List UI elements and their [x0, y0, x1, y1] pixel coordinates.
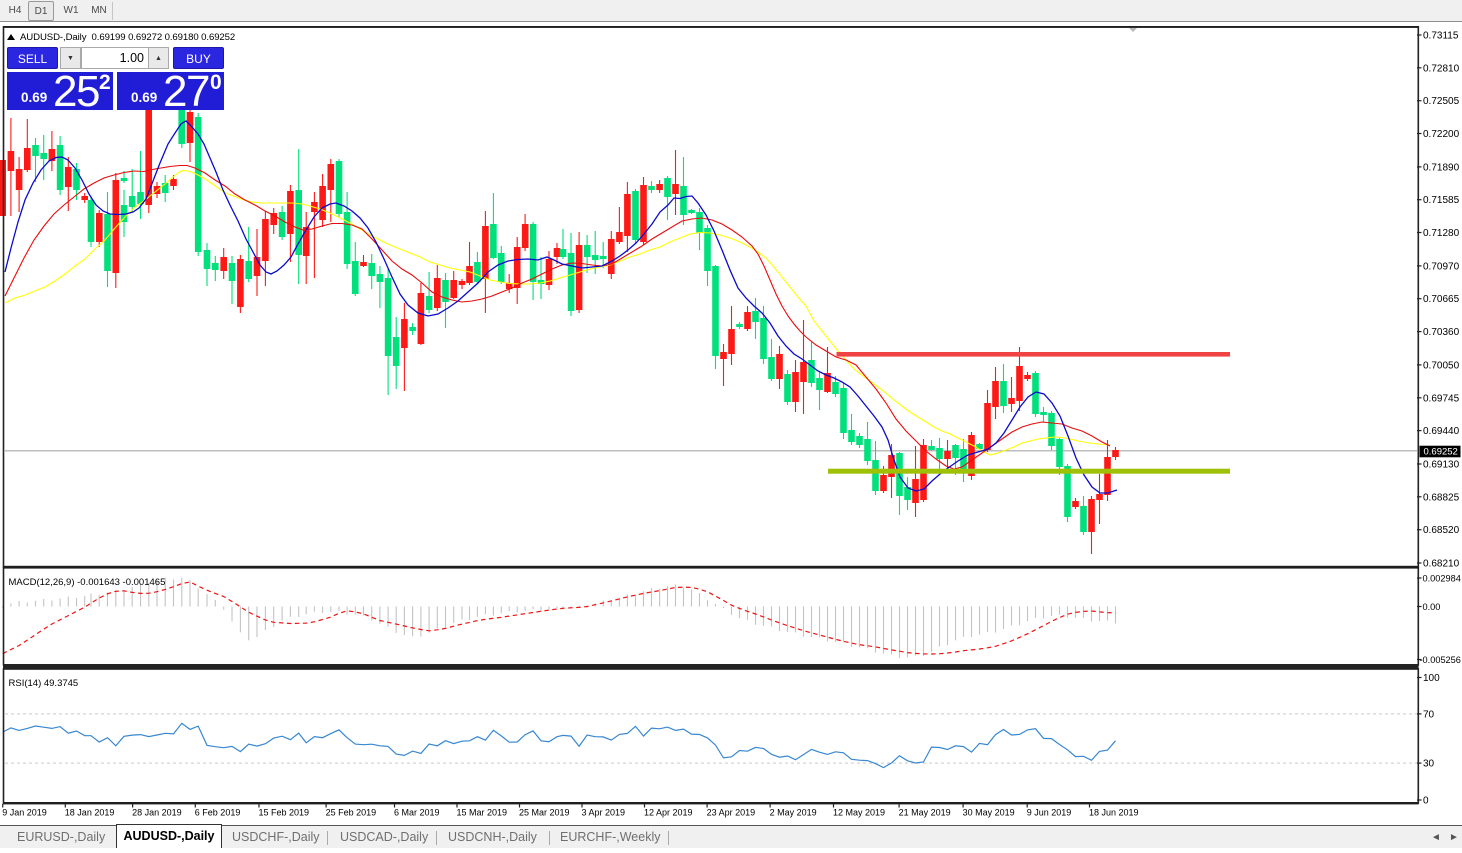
svg-text:9 Jan 2019: 9 Jan 2019	[2, 808, 47, 818]
svg-text:RSI(14) 49.3745: RSI(14) 49.3745	[9, 678, 79, 689]
svg-text:23 Apr 2019: 23 Apr 2019	[707, 808, 756, 818]
svg-text:0.70970: 0.70970	[1423, 261, 1460, 272]
svg-text:28 Jan 2019: 28 Jan 2019	[132, 808, 182, 818]
svg-text:25 Feb 2019: 25 Feb 2019	[326, 808, 377, 818]
svg-text:18 Jan 2019: 18 Jan 2019	[65, 808, 115, 818]
svg-text:0.69130: 0.69130	[1423, 460, 1460, 471]
svg-text:6 Feb 2019: 6 Feb 2019	[195, 808, 241, 818]
svg-text:0.68520: 0.68520	[1423, 525, 1460, 536]
svg-text:0.70360: 0.70360	[1423, 327, 1460, 338]
svg-text:15 Mar 2019: 15 Mar 2019	[457, 808, 508, 818]
svg-text:0.71890: 0.71890	[1423, 162, 1460, 173]
svg-text:0.00: 0.00	[1423, 602, 1441, 612]
svg-text:0.72200: 0.72200	[1423, 129, 1460, 140]
svg-text:0.73115: 0.73115	[1423, 31, 1459, 42]
svg-text:0.71585: 0.71585	[1423, 195, 1460, 206]
svg-text:0.72505: 0.72505	[1423, 96, 1460, 107]
svg-text:30 May 2019: 30 May 2019	[963, 808, 1015, 818]
svg-text:0.70665: 0.70665	[1423, 294, 1460, 305]
svg-text:70: 70	[1423, 709, 1435, 720]
svg-text:0.70050: 0.70050	[1423, 360, 1460, 371]
svg-text:0.68210: 0.68210	[1423, 559, 1460, 570]
svg-text:0.69252: 0.69252	[1424, 447, 1458, 458]
svg-text:12 Apr 2019: 12 Apr 2019	[644, 808, 693, 818]
svg-text:21 May 2019: 21 May 2019	[899, 808, 951, 818]
svg-text:6 Mar 2019: 6 Mar 2019	[394, 808, 440, 818]
svg-text:0.71280: 0.71280	[1423, 228, 1460, 239]
svg-text:12 May 2019: 12 May 2019	[833, 808, 885, 818]
svg-text:0: 0	[1423, 796, 1429, 807]
svg-text:3 Apr 2019: 3 Apr 2019	[582, 808, 626, 818]
svg-text:18 Jun 2019: 18 Jun 2019	[1089, 808, 1139, 818]
svg-text:15 Feb 2019: 15 Feb 2019	[259, 808, 310, 818]
svg-text:2 May 2019: 2 May 2019	[770, 808, 817, 818]
svg-text:100: 100	[1423, 673, 1440, 684]
svg-text:0.69745: 0.69745	[1423, 393, 1460, 404]
svg-text:-0.005256: -0.005256	[1420, 655, 1461, 665]
svg-text:0.68825: 0.68825	[1423, 492, 1460, 503]
svg-text:25 Mar 2019: 25 Mar 2019	[519, 808, 570, 818]
svg-text:0.69440: 0.69440	[1423, 426, 1460, 437]
svg-text:MACD(12,26,9) -0.001643 -0.001: MACD(12,26,9) -0.001643 -0.001465	[9, 577, 166, 588]
svg-text:30: 30	[1423, 759, 1435, 770]
svg-text:9 Jun 2019: 9 Jun 2019	[1027, 808, 1072, 818]
svg-text:0.72810: 0.72810	[1423, 63, 1460, 74]
svg-text:0.002984: 0.002984	[1423, 574, 1461, 584]
